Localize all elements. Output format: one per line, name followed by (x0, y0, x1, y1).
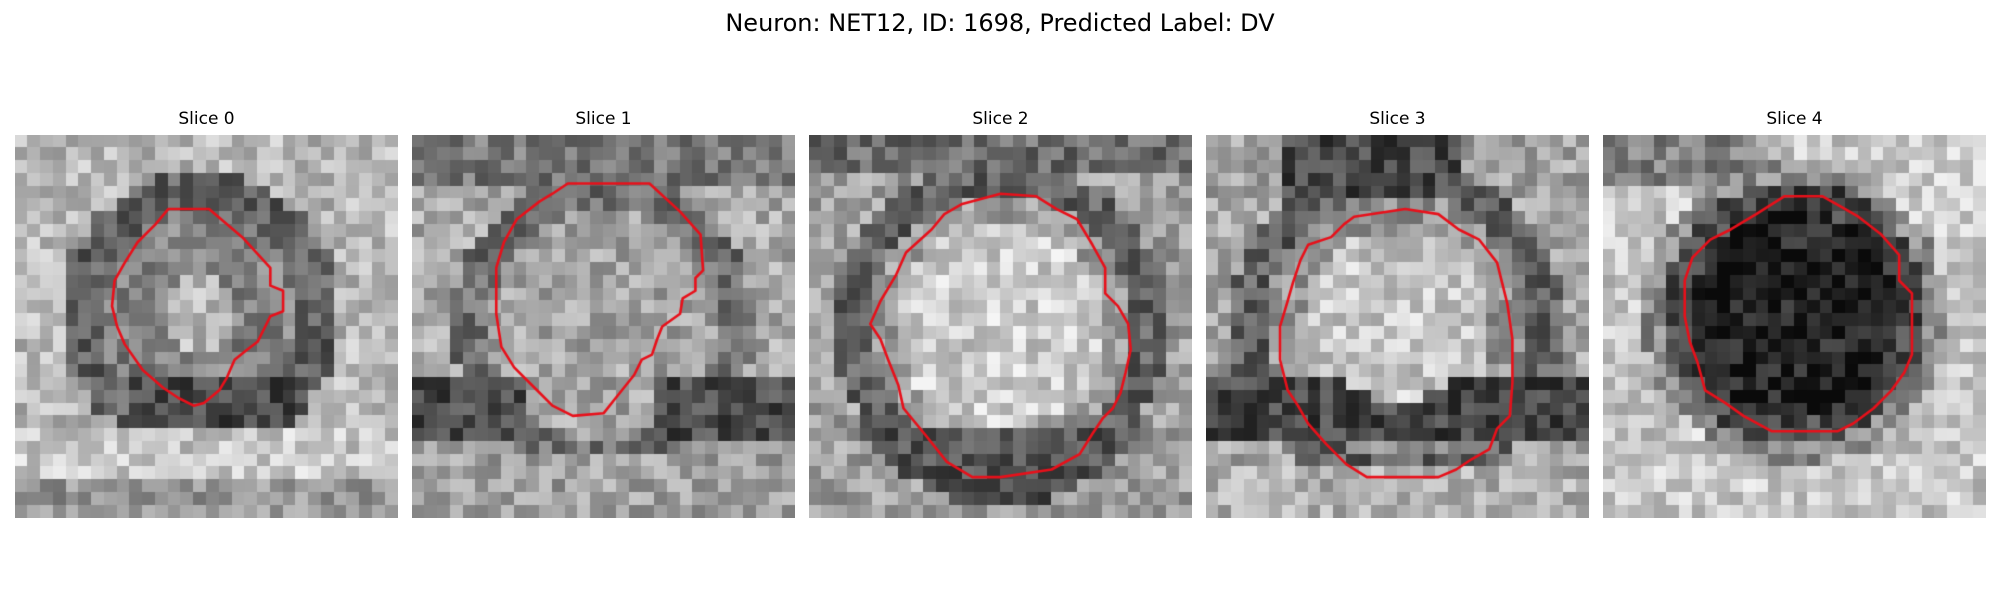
figure-title: Neuron: NET12, ID: 1698, Predicted Label… (725, 9, 1275, 37)
slice-title: Slice 1 (575, 109, 632, 129)
slice-title: Slice 3 (1369, 109, 1426, 129)
slice-image (1206, 135, 1589, 518)
slice-image (809, 135, 1192, 518)
slice-image (412, 135, 795, 518)
slice-image (1603, 135, 1986, 518)
slice-title: Slice 4 (1766, 109, 1823, 129)
slice-title: Slice 2 (972, 109, 1029, 129)
slice-title: Slice 0 (178, 109, 235, 129)
slice-image (15, 135, 398, 518)
